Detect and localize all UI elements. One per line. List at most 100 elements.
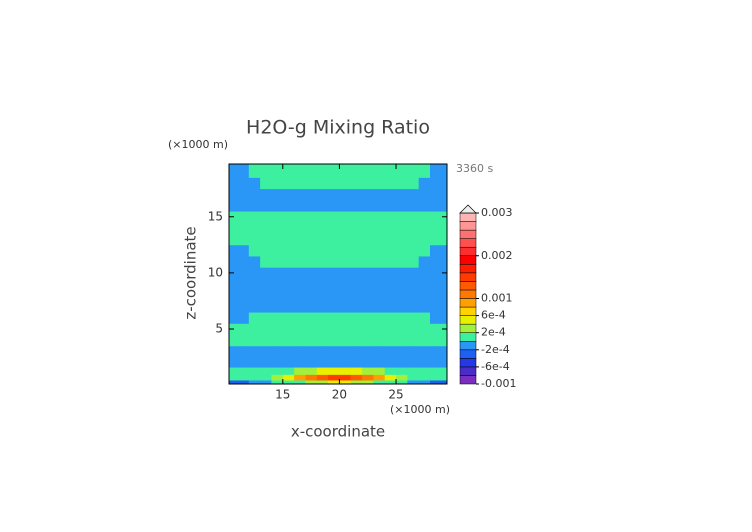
field-cell [316,300,329,313]
field-cell [328,357,340,368]
field-cell [384,278,397,291]
field-cell [418,164,431,178]
x-tick-label: 20 [332,388,347,402]
field-cell [282,345,295,358]
field-cell [305,357,318,368]
field-cell [271,345,284,358]
field-cell [271,164,284,178]
field-cell [305,289,318,302]
field-cell [237,177,250,190]
field-cell [373,374,386,381]
field-cell [316,233,329,246]
field-cell [384,323,397,336]
field-cell [271,267,284,279]
field-cell [384,367,397,375]
field-cell [282,222,295,234]
field-cell [418,380,431,385]
field-cell [441,164,448,178]
field-cell [430,367,442,375]
field-cell [350,164,363,178]
field-cell [396,256,408,268]
field-cell [316,199,329,212]
field-cell [441,244,448,257]
field-cell [271,357,284,368]
field-cell [430,357,442,368]
field-cell [350,345,363,358]
field-cell [441,188,448,201]
field-cell [396,164,408,178]
field-cell [339,211,352,223]
field-cell [237,334,250,347]
field-cell [248,164,261,178]
field-cell [248,233,261,246]
field-cell [328,367,340,375]
field-cell [271,278,284,291]
field-cell [396,357,408,368]
field-cell [305,323,318,336]
field-cell [441,334,448,347]
field-cell [418,222,431,234]
colorbar-box [459,306,477,316]
field-cell [430,289,442,302]
field-cell [328,289,340,302]
x-tick-label: 15 [275,388,290,402]
field-cell [271,374,284,381]
field-cell [328,211,340,223]
field-cell [237,164,250,178]
field-cell [441,300,448,313]
field-cell [328,177,340,190]
field-cell [362,374,374,381]
field-cell [248,334,261,347]
field-cell [271,289,284,302]
field-cell [362,345,374,358]
field-cell [282,300,295,313]
field-cell [316,380,329,385]
field-cell [350,278,363,291]
field-cell [316,278,329,291]
field-cell [294,289,306,302]
colorbar-box [459,229,477,239]
field-cell [418,244,431,257]
field-cell [441,233,448,246]
field-cell [430,233,442,246]
field-cell [305,233,318,246]
field-cell [271,312,284,324]
field-cell [248,289,261,302]
field-cell [430,334,442,347]
field-cell [271,188,284,201]
field-cell [441,222,448,234]
field-cell [294,199,306,212]
field-cell [248,256,261,268]
field-cell [237,374,250,381]
field-cell [229,164,238,178]
field-cell [328,312,340,324]
field-cell [237,323,250,336]
field-cell [418,367,431,375]
field-cell [260,367,272,375]
field-cell [430,278,442,291]
field-cell [339,188,352,201]
field-cell [294,300,306,313]
field-cell [282,211,295,223]
field-cell [316,334,329,347]
field-cell [350,211,363,223]
field-cell [305,164,318,178]
field-cell [418,357,431,368]
field-cell [237,345,250,358]
field-cell [260,222,272,234]
field-cell [260,188,272,201]
field-cell [373,345,386,358]
field-cell [384,267,397,279]
field-cell [373,334,386,347]
field-cell [271,199,284,212]
field-cell [282,312,295,324]
field-cell [407,312,420,324]
field-cell [373,289,386,302]
field-cell [418,278,431,291]
field-cell [373,177,386,190]
field-cell [430,164,442,178]
field-cell [362,289,374,302]
field-cell [282,256,295,268]
field-cell [384,380,397,385]
